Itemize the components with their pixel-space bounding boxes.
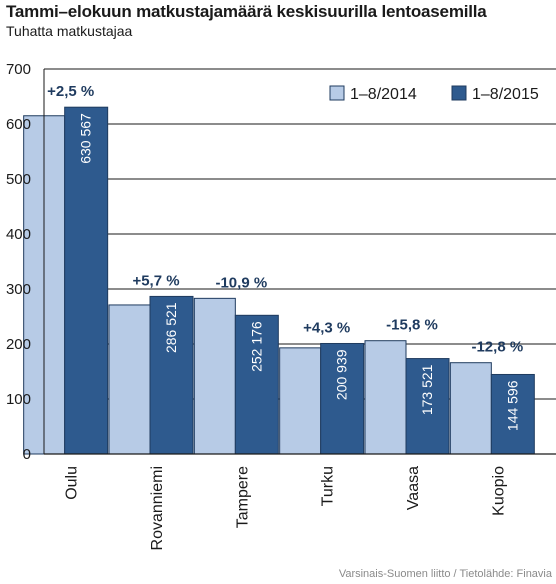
change-label: -12,8 % [471, 339, 523, 356]
bar-value-label: 200 939 [334, 349, 350, 400]
bar-value-label: 286 521 [163, 302, 179, 353]
y-tick-label: 100 [6, 391, 31, 408]
legend-swatch [329, 85, 345, 101]
bar-value-label: 252 176 [248, 321, 264, 372]
change-label: +5,7 % [132, 272, 179, 289]
bar-value-label: 173 521 [419, 364, 435, 415]
bar-2015 [490, 373, 535, 455]
bar-2014 [279, 347, 322, 455]
y-tick-label: 700 [6, 61, 31, 78]
y-tick-label: 300 [6, 281, 31, 298]
y-tick-label: 200 [6, 336, 31, 353]
y-tick-label: 400 [6, 226, 31, 243]
change-label: -15,8 % [386, 317, 438, 334]
chart-subtitle: Tuhatta matkustajaa [6, 23, 133, 39]
x-tick-label: Turku [320, 466, 337, 506]
change-label: +2,5 % [47, 83, 94, 100]
chart-title: Tammi–elokuun matkustajamäärä keskisuuri… [6, 2, 487, 21]
bar-2015 [320, 342, 365, 455]
bar-2014 [449, 362, 492, 455]
labels: 630 567 +2,5 % 286 521 +5,7 % 252 176 -10,9 %… [47, 83, 523, 431]
bar-2014 [364, 340, 407, 455]
change-label: -10,9 % [215, 274, 267, 291]
legend-label: 1–8/2015 [472, 86, 539, 103]
bar-value-label: 144 596 [504, 380, 520, 431]
x-tick-label: Rovanniemi [149, 466, 166, 550]
legend-swatch [451, 85, 467, 101]
source-note: Varsinais-Suomen liitto / Tietolähde: Fi… [338, 568, 552, 580]
y-tick-label: 500 [6, 171, 31, 188]
bars [23, 106, 535, 455]
bar-2014 [193, 297, 236, 455]
bar-2015 [405, 358, 450, 455]
y-tick-label: 600 [6, 116, 31, 133]
bar-value-label: 630 567 [78, 113, 94, 164]
x-tick-label: Oulu [64, 466, 81, 500]
bar-2015 [149, 295, 194, 455]
change-label: +4,3 % [303, 319, 350, 336]
x-tick-label: Kuopio [490, 466, 507, 516]
x-tick-label: Tampere [234, 466, 251, 528]
y-tick-label: 0 [23, 446, 31, 463]
legend: 1–8/2014 1–8/2015 [329, 85, 539, 103]
bar-2015 [234, 314, 279, 455]
bar-2014 [108, 304, 151, 455]
axes: 0 100 200 300 400 500 600 700 Oulu Rovanniemi Tamp… [6, 61, 556, 550]
bar-2015 [64, 106, 109, 455]
legend-label: 1–8/2014 [350, 86, 417, 103]
x-tick-label: Vaasa [405, 466, 422, 510]
